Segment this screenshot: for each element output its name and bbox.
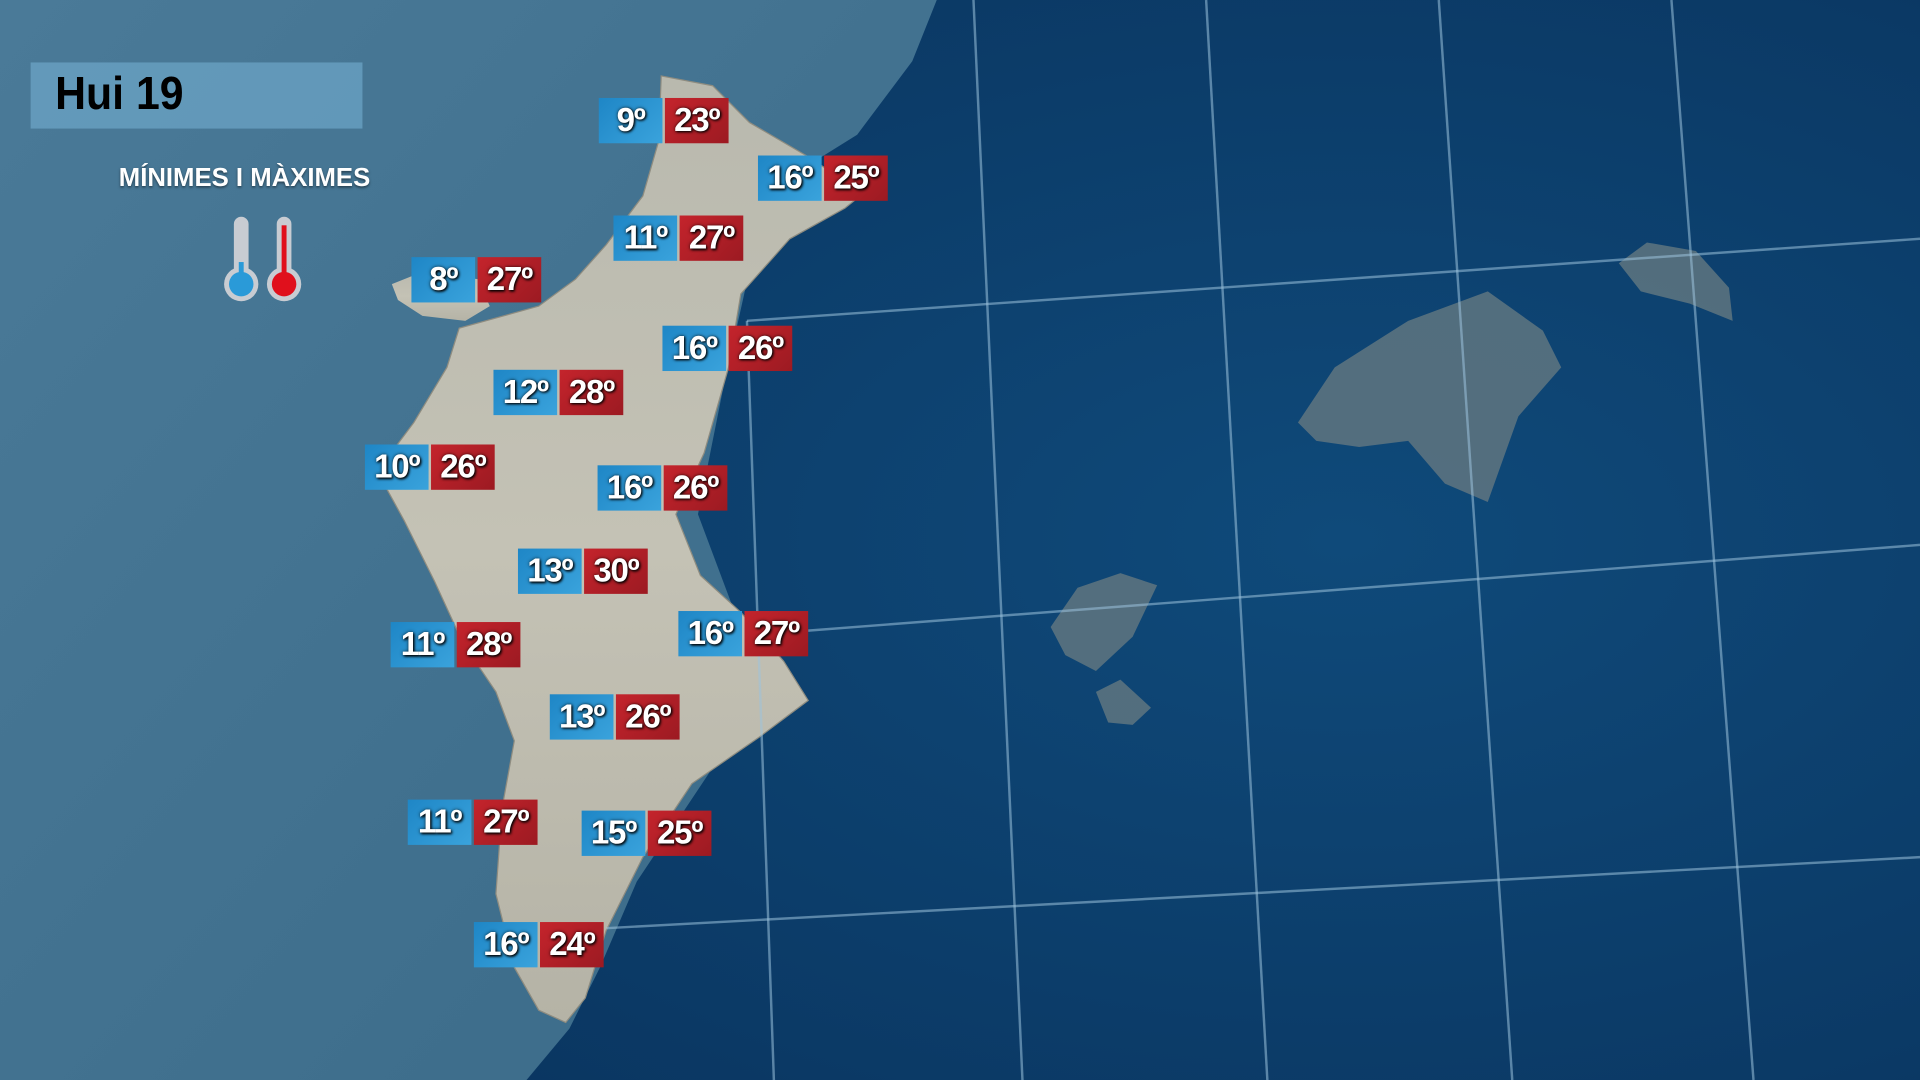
temperature-pair: 16º 26º <box>662 325 793 372</box>
temperature-pair: 11º 27º <box>407 799 538 845</box>
max-temperature: 24º <box>540 922 604 968</box>
day-title: Hui 19 <box>55 68 184 121</box>
min-temperature: 13º <box>549 694 614 740</box>
thermometer-hot-icon <box>266 216 302 302</box>
max-temperature: 26º <box>615 694 680 740</box>
max-temperature: 25º <box>647 810 712 856</box>
temperature-pair: 12º 28º <box>493 369 624 416</box>
max-temperature: 25º <box>824 155 888 201</box>
formentera-island <box>1095 679 1152 725</box>
temperature-pair: 16º 25º <box>757 155 888 201</box>
max-temperature: 28º <box>559 369 624 416</box>
max-temperature: 26º <box>728 325 793 372</box>
menorca-island <box>1618 242 1733 321</box>
min-temperature: 11º <box>390 622 455 668</box>
temperature-pair: 16º 24º <box>473 922 604 968</box>
min-temperature: 16º <box>757 155 822 201</box>
min-temperature: 16º <box>662 325 727 372</box>
temperature-pair: 13º 30º <box>517 548 648 594</box>
min-temperature: 16º <box>597 465 662 511</box>
legend-label: MÍNIMES I MÀXIMES <box>118 164 371 193</box>
temperature-pair: 13º 26º <box>549 694 680 740</box>
temperature-pair: 10º 26º <box>364 444 495 490</box>
max-temperature: 26º <box>431 444 495 490</box>
thermometer-cold-icon <box>224 216 259 302</box>
min-temperature: 8º <box>411 257 476 303</box>
min-temperature: 16º <box>473 922 538 968</box>
max-temperature: 27º <box>679 215 744 261</box>
temperature-pair: 15º 25º <box>581 810 712 856</box>
min-temperature: 12º <box>493 369 558 416</box>
max-temperature: 27º <box>477 257 542 303</box>
day-title-box: Hui 19 <box>30 62 363 129</box>
mallorca-island <box>1297 291 1562 503</box>
max-temperature: 26º <box>663 465 728 511</box>
min-temperature: 13º <box>517 548 582 594</box>
temperature-pair: 16º 26º <box>597 465 728 511</box>
temperature-pair: 11º 27º <box>613 215 744 261</box>
min-temperature: 9º <box>598 97 663 144</box>
max-temperature: 28º <box>456 622 521 668</box>
temperature-pair: 16º 27º <box>678 611 809 657</box>
temperature-pair: 11º 28º <box>390 622 521 668</box>
max-temperature: 30º <box>584 548 648 594</box>
min-temperature: 11º <box>613 215 678 261</box>
temperature-pair: 8º 27º <box>411 257 542 303</box>
max-temperature: 23º <box>664 97 729 144</box>
temperature-pair: 9º 23º <box>598 97 729 144</box>
min-temperature: 15º <box>581 810 646 856</box>
min-temperature: 16º <box>678 611 743 657</box>
max-temperature: 27º <box>744 611 809 657</box>
ibiza-island <box>1050 573 1158 672</box>
min-temperature: 10º <box>364 444 429 490</box>
min-temperature: 11º <box>407 799 472 845</box>
grid-lines <box>606 0 1920 1080</box>
max-temperature: 27º <box>473 799 538 845</box>
